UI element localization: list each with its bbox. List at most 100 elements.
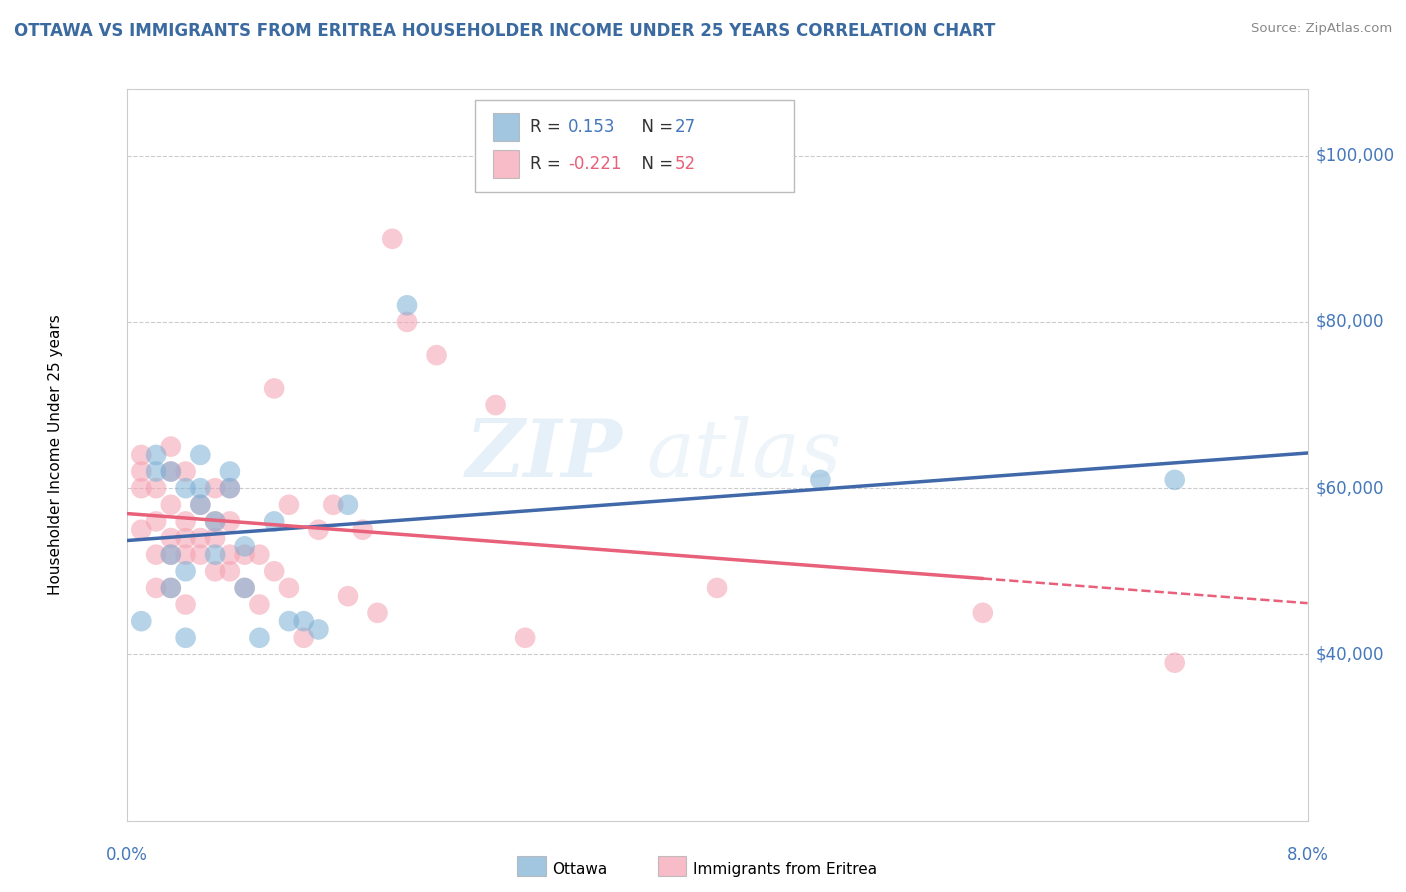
Point: [278, 498, 301, 512]
Point: [219, 515, 242, 529]
Point: [174, 465, 197, 479]
Point: [174, 531, 197, 545]
Text: 8.0%: 8.0%: [1286, 846, 1329, 863]
Point: [160, 531, 183, 545]
Text: $100,000: $100,000: [1316, 146, 1395, 165]
Text: Householder Income Under 25 years: Householder Income Under 25 years: [48, 315, 63, 595]
Point: [145, 548, 167, 562]
Point: [219, 548, 242, 562]
Point: [145, 581, 167, 595]
Point: [263, 515, 285, 529]
Point: [188, 481, 211, 495]
Point: [396, 315, 419, 329]
Text: $40,000: $40,000: [1316, 646, 1385, 664]
Point: [219, 481, 242, 495]
Point: [247, 631, 270, 645]
Point: [174, 515, 197, 529]
Point: [292, 614, 315, 628]
Point: [352, 523, 374, 537]
Point: [204, 548, 226, 562]
Point: [1164, 656, 1187, 670]
Point: [204, 531, 226, 545]
Point: [145, 448, 167, 462]
Point: [396, 298, 419, 312]
Text: 52: 52: [675, 155, 696, 173]
Point: [204, 564, 226, 578]
Point: [188, 498, 211, 512]
Point: [219, 481, 242, 495]
Point: [204, 481, 226, 495]
Point: [188, 531, 211, 545]
Point: [160, 581, 183, 595]
Text: R =: R =: [530, 119, 567, 136]
Text: Ottawa: Ottawa: [553, 863, 607, 877]
Text: $60,000: $60,000: [1316, 479, 1385, 497]
Point: [174, 481, 197, 495]
Point: [129, 481, 153, 495]
Point: [278, 581, 301, 595]
Text: Immigrants from Eritrea: Immigrants from Eritrea: [693, 863, 877, 877]
FancyBboxPatch shape: [492, 151, 519, 178]
Point: [188, 448, 211, 462]
Point: [1164, 473, 1187, 487]
Point: [129, 448, 153, 462]
Point: [204, 515, 226, 529]
Point: [381, 232, 404, 246]
Point: [706, 581, 728, 595]
Point: [307, 523, 329, 537]
Point: [145, 515, 167, 529]
Point: [188, 498, 211, 512]
Point: [160, 548, 183, 562]
Point: [174, 631, 197, 645]
Text: 27: 27: [675, 119, 696, 136]
Text: -0.221: -0.221: [568, 155, 621, 173]
Point: [188, 548, 211, 562]
Point: [810, 473, 832, 487]
Point: [278, 614, 301, 628]
Point: [425, 348, 447, 362]
Point: [233, 581, 256, 595]
Text: OTTAWA VS IMMIGRANTS FROM ERITREA HOUSEHOLDER INCOME UNDER 25 YEARS CORRELATION : OTTAWA VS IMMIGRANTS FROM ERITREA HOUSEH…: [14, 22, 995, 40]
Point: [233, 539, 256, 553]
Point: [174, 564, 197, 578]
Point: [263, 381, 285, 395]
Point: [233, 581, 256, 595]
Point: [204, 515, 226, 529]
Text: R =: R =: [530, 155, 567, 173]
Text: N =: N =: [631, 119, 678, 136]
Point: [292, 631, 315, 645]
Point: [160, 498, 183, 512]
Point: [972, 606, 994, 620]
Point: [307, 623, 329, 637]
Point: [247, 548, 270, 562]
Text: ZIP: ZIP: [465, 417, 623, 493]
Point: [160, 465, 183, 479]
Point: [129, 523, 153, 537]
Point: [160, 465, 183, 479]
Text: atlas: atlas: [647, 417, 842, 493]
Point: [247, 598, 270, 612]
Point: [129, 465, 153, 479]
Point: [233, 548, 256, 562]
FancyBboxPatch shape: [492, 113, 519, 141]
Point: [322, 498, 344, 512]
Point: [263, 564, 285, 578]
Point: [160, 548, 183, 562]
Point: [219, 564, 242, 578]
Point: [129, 614, 153, 628]
Point: [145, 465, 167, 479]
Point: [515, 631, 537, 645]
Text: 0.153: 0.153: [568, 119, 616, 136]
Point: [160, 581, 183, 595]
Point: [337, 498, 360, 512]
Point: [484, 398, 508, 412]
Point: [145, 481, 167, 495]
Point: [219, 465, 242, 479]
Point: [174, 548, 197, 562]
Text: 0.0%: 0.0%: [105, 846, 148, 863]
Point: [174, 598, 197, 612]
Text: Source: ZipAtlas.com: Source: ZipAtlas.com: [1251, 22, 1392, 36]
Point: [160, 440, 183, 454]
Text: N =: N =: [631, 155, 678, 173]
Point: [337, 589, 360, 603]
